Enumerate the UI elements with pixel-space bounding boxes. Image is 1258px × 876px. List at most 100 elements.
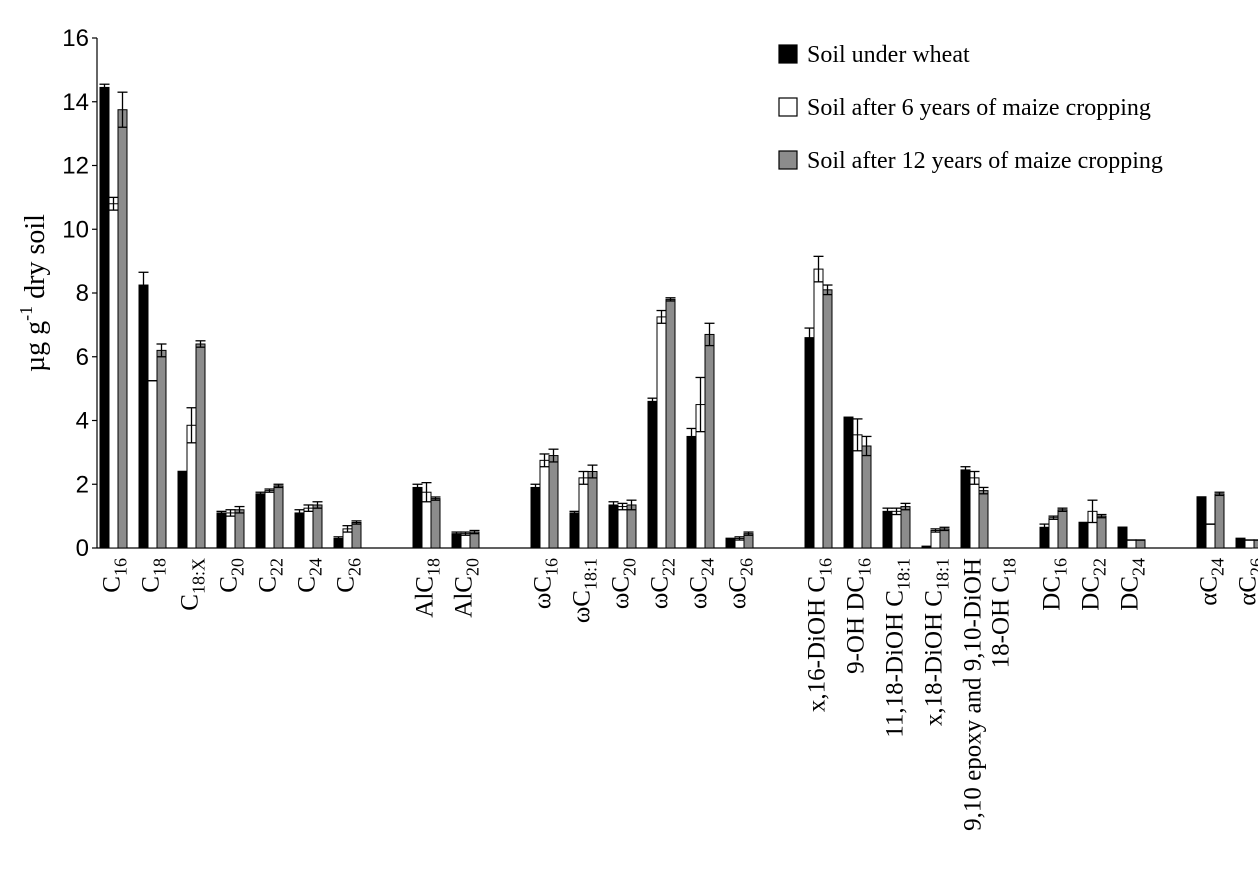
- x-tick-label-c22: C22: [255, 558, 287, 593]
- x-tick-label-line: αC24: [1196, 558, 1228, 606]
- x-tick-label-omega-c24: ωC24: [686, 558, 718, 609]
- x-tick-label-line: C18:X: [177, 558, 209, 611]
- bar-c24-series-2: [303, 507, 314, 549]
- x-tick-label-line: DC16: [1039, 558, 1071, 611]
- bar-alpha-c26-series-1: [1235, 537, 1246, 549]
- x-tick-label-line: 11,18-DiOH C18:1: [882, 558, 914, 738]
- bar-omega-c22-series-3: [665, 298, 676, 549]
- x-tick-label-line: 9,10 epoxy and 9,10-DiOH: [960, 558, 987, 831]
- x-tick-label-alpha-c26: αC26: [1235, 558, 1258, 606]
- bar-alc20-series-3: [469, 531, 480, 549]
- y-tick-label: 10: [62, 216, 89, 243]
- x-tick-label-line: 9-OH DC16: [843, 558, 875, 674]
- bar-9-oh-dc16-series-3: [861, 445, 872, 549]
- x-tick-label-9-oh-dc16: 9-OH DC16: [843, 558, 875, 674]
- bar-c18-x-series-1: [177, 471, 188, 549]
- y-tick-label: 16: [62, 25, 89, 52]
- bar-9-10-epoxy-and-9-10-dioh-18-oh-c18-series-1: [960, 469, 971, 549]
- bar-dc16-series-3: [1057, 509, 1068, 549]
- bar-dc16-series-2: [1048, 517, 1059, 549]
- x-tick-label-line: x,16-DiOH C16: [804, 558, 836, 712]
- bar-c24-series-1: [294, 512, 305, 549]
- bar-x-16-dioh-c16-series-3: [822, 289, 833, 549]
- x-tick-label-line: ωC24: [686, 558, 718, 609]
- x-tick-label-line: C24: [294, 558, 326, 593]
- x-tick-label-c16: C16: [99, 558, 131, 593]
- bar-c26-series-3: [351, 522, 362, 549]
- y-tick-label: 14: [62, 89, 89, 116]
- bar-c22-series-3: [273, 485, 284, 549]
- x-tick-label-alc20: AlC20: [451, 558, 483, 618]
- x-tick-label-line: DC22: [1078, 558, 1110, 611]
- y-tick-label: 8: [76, 280, 89, 307]
- bar-omega-c16-series-2: [539, 459, 550, 549]
- bar-omega-c22-series-2: [656, 316, 667, 549]
- bar-x-18-dioh-c18-1-series-2: [930, 529, 941, 549]
- bar-9-oh-dc16-series-1: [843, 416, 854, 549]
- bar-alc18-series-3: [430, 498, 441, 549]
- x-tick-label-x-18-dioh-c18-1: x,18-DiOH C18:1: [921, 558, 953, 726]
- x-tick-label-line: ωC20: [608, 558, 640, 609]
- x-tick-label-line: C22: [255, 558, 287, 593]
- x-tick-label-c20: C20: [216, 558, 248, 593]
- bar-omega-c20-series-3: [626, 504, 637, 549]
- x-tick-label-line: 18-OH C18: [988, 558, 1020, 668]
- bar-c18-series-3: [156, 349, 167, 549]
- bar-11-18-dioh-c18-1-series-2: [891, 510, 902, 549]
- bar-omega-c22-series-1: [647, 400, 658, 549]
- x-tick-label-line: ωC16: [530, 558, 562, 609]
- x-tick-label-line: ωC18:1: [569, 558, 601, 623]
- bar-11-18-dioh-c18-1-series-1: [882, 510, 893, 549]
- bar-omega-c20-series-1: [608, 504, 619, 549]
- bar-dc24-series-3: [1135, 539, 1146, 549]
- bar-9-10-epoxy-and-9-10-dioh-18-oh-c18-series-3: [978, 490, 989, 549]
- x-tick-label-line: AlC20: [451, 558, 483, 618]
- x-tick-label-c26: C26: [333, 558, 365, 593]
- bar-omega-c24-series-1: [686, 435, 697, 549]
- x-tick-label-x-16-dioh-c16: x,16-DiOH C16: [804, 558, 836, 712]
- bar-c20-series-1: [216, 512, 227, 549]
- x-tick-label-line: AlC18: [412, 558, 444, 618]
- x-tick-label-line: C18: [138, 558, 170, 593]
- bar-omega-c16-series-1: [530, 486, 541, 549]
- x-tick-label-alpha-c24: αC24: [1196, 558, 1228, 606]
- bar-c18-x-series-3: [195, 343, 206, 549]
- y-axis-title-text: µg g-1 dry soil: [16, 214, 51, 372]
- bar-alpha-c26-series-3: [1253, 539, 1258, 549]
- y-ticks: 0 2 4 6 8 10 12 14 16: [62, 25, 97, 562]
- y-tick-label: 6: [76, 344, 89, 371]
- x-tick-label-line: ωC22: [647, 558, 679, 609]
- x-tick-label-omega-c22: ωC22: [647, 558, 679, 609]
- bar-omega-c20-series-2: [617, 506, 628, 549]
- bar-omega-c16-series-3: [548, 455, 559, 549]
- y-tick-label: 2: [76, 471, 89, 498]
- y-axis-label: µg g-1 dry soil: [16, 214, 51, 372]
- bar-c24-series-3: [312, 504, 323, 549]
- bar-9-10-epoxy-and-9-10-dioh-18-oh-c18-series-2: [969, 477, 980, 549]
- bar-omega-c24-series-3: [704, 333, 715, 549]
- bar-c16-series-1: [99, 86, 110, 549]
- x-tick-label-omega-c26: ωC26: [725, 558, 757, 609]
- bar-omega-c26-series-1: [725, 537, 736, 549]
- bar-dc24-series-2: [1126, 539, 1137, 549]
- bar-alpha-c26-series-2: [1244, 539, 1255, 549]
- x-tick-label-alc18: AlC18: [412, 558, 444, 618]
- y-tick-label: 12: [62, 153, 89, 180]
- legend-label-2: Soil after 6 years of maize cropping: [807, 95, 1151, 121]
- bar-x-18-dioh-c18-1-series-3: [939, 528, 950, 549]
- legend-swatch-2: [778, 97, 798, 117]
- x-tick-label-9-10-epoxy-and-9-10-dioh-18-oh-c18: 9,10 epoxy and 9,10-DiOH 18-OH C18: [960, 558, 1020, 831]
- bar-11-18-dioh-c18-1-series-3: [900, 506, 911, 549]
- bar-alpha-c24-series-2: [1205, 523, 1216, 549]
- bar-c20-series-2: [225, 512, 236, 549]
- x-tick-label-line: C20: [216, 558, 248, 593]
- bar-alc18-series-1: [412, 486, 423, 549]
- x-tick-label-omega-c20: ωC20: [608, 558, 640, 609]
- bar-x-16-dioh-c16-series-1: [804, 337, 815, 549]
- legend-swatch-3: [778, 150, 798, 170]
- bar-c16-series-2: [108, 203, 119, 549]
- legend: Soil under wheat Soil after 6 years of ma…: [778, 42, 1163, 174]
- x-tick-label-dc22: DC22: [1078, 558, 1110, 611]
